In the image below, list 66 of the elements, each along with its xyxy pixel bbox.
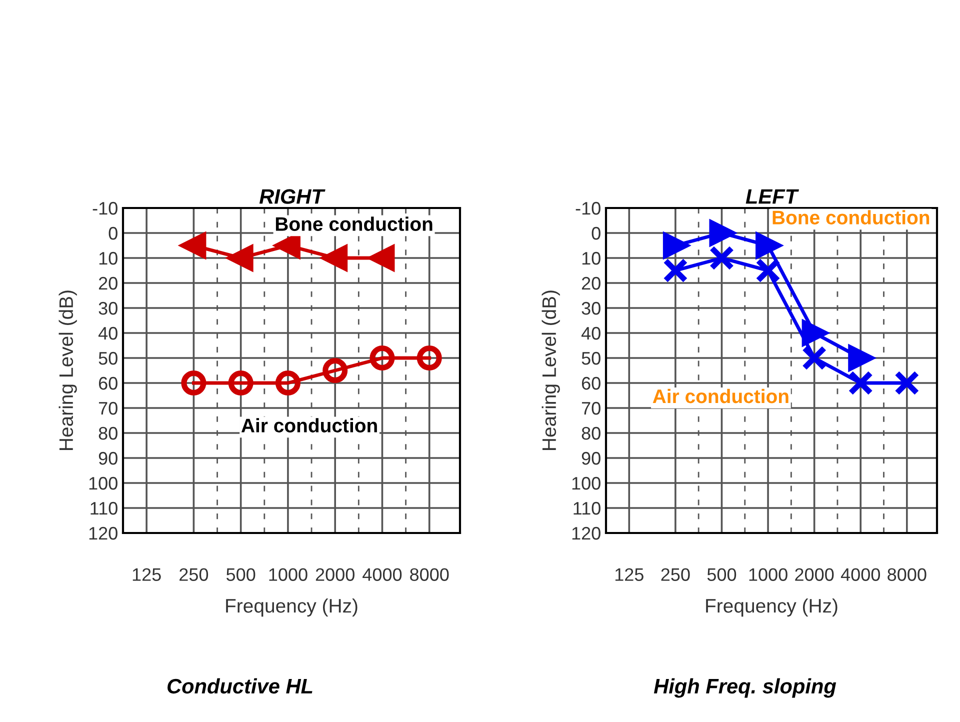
chart-title: LEFT xyxy=(746,189,799,204)
y-tick-label: 40 xyxy=(98,326,118,340)
y-tick-label: 70 xyxy=(98,402,118,415)
y-tick-label: 20 xyxy=(98,276,118,290)
series-label: Bone conduction xyxy=(276,216,432,231)
y-tick-label: 0 xyxy=(108,226,118,240)
x-tick-label: 4000 xyxy=(840,568,880,581)
y-tick-label: -10 xyxy=(92,202,118,215)
y-tick-label: 50 xyxy=(582,352,600,365)
y-tick-label: 50 xyxy=(98,352,118,365)
x-tick-label: 1000 xyxy=(269,568,308,581)
y-axis-title: Hearing Level (dB) xyxy=(542,290,560,450)
x-tick-label: 8000 xyxy=(410,568,449,581)
point xyxy=(709,246,734,270)
point xyxy=(228,370,254,396)
x-tick-label: 2000 xyxy=(316,568,354,581)
point xyxy=(416,346,442,370)
point xyxy=(322,358,348,383)
point xyxy=(181,370,206,396)
x-axis-title: Frequency (Hz) xyxy=(706,598,838,617)
y-tick-label: 60 xyxy=(98,376,118,390)
y-tick-label: -10 xyxy=(576,202,600,215)
y-tick-label: 100 xyxy=(89,476,118,490)
x-tick-label: 500 xyxy=(226,568,256,581)
y-tick-label: 110 xyxy=(90,502,118,515)
text: Conductive HL xyxy=(168,678,312,694)
x-tick-label: 500 xyxy=(707,568,736,581)
point xyxy=(370,346,395,370)
y-axis-title: Hearing Level (dB) xyxy=(58,290,77,450)
series-label: Air conduction xyxy=(241,418,377,432)
y-tick-label: 100 xyxy=(572,476,600,490)
y-tick-label: 40 xyxy=(581,326,600,340)
point xyxy=(662,258,688,283)
y-tick-label: 30 xyxy=(98,302,118,315)
y-tick-label: 110 xyxy=(574,502,600,515)
chart-title: RIGHT xyxy=(259,189,326,204)
x-tick-label: 2000 xyxy=(795,568,834,581)
y-tick-label: 0 xyxy=(592,226,600,240)
point xyxy=(802,346,827,370)
x-tick-label: 125 xyxy=(132,568,161,581)
y-tick-label: 120 xyxy=(89,526,118,540)
y-tick-label: 80 xyxy=(582,426,600,440)
y-tick-label: 90 xyxy=(582,452,600,465)
y-tick-label: 60 xyxy=(582,376,600,390)
point xyxy=(894,370,920,396)
series-label: Air conduction xyxy=(652,388,788,404)
y-tick-label: 30 xyxy=(582,302,600,315)
y-tick-label: 10 xyxy=(582,252,600,265)
series-label: Bone conduction xyxy=(772,210,930,224)
y-tick-label: 80 xyxy=(98,426,118,440)
x-tick-label: 8000 xyxy=(888,568,926,581)
point xyxy=(848,370,874,396)
point xyxy=(756,258,781,283)
x-tick-label: 4000 xyxy=(362,568,402,581)
y-tick-label: 70 xyxy=(582,402,600,415)
y-tick-label: 90 xyxy=(98,452,118,465)
x-tick-label: 1000 xyxy=(749,568,788,581)
x-tick-label: 250 xyxy=(180,568,208,581)
x-tick-label: 250 xyxy=(661,568,690,581)
y-tick-label: 120 xyxy=(572,526,600,540)
text: High Freq. sloping xyxy=(654,678,836,698)
y-tick-label: 20 xyxy=(582,276,600,290)
y-tick-label: 10 xyxy=(99,252,118,265)
x-axis-title: Frequency (Hz) xyxy=(226,598,358,617)
point xyxy=(275,370,300,396)
x-tick-label: 125 xyxy=(615,568,644,581)
